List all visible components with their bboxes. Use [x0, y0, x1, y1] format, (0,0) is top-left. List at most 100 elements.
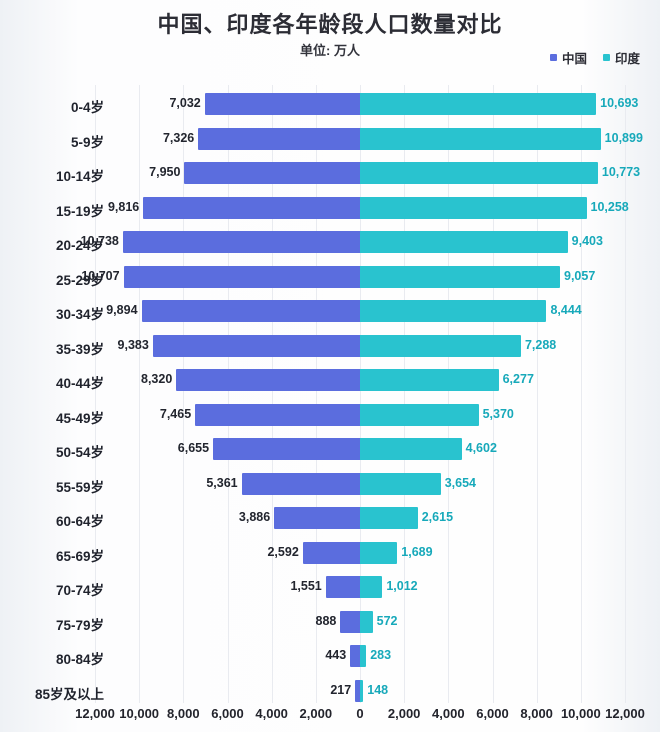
- china-value-label: 7,326: [162, 130, 195, 145]
- gridline: [271, 85, 273, 703]
- india-bar: [360, 438, 462, 460]
- india-value-label: 1,689: [401, 544, 433, 559]
- india-bar: [360, 507, 418, 529]
- age-group-label: 55-59岁: [55, 479, 104, 495]
- gridline: [580, 85, 582, 703]
- age-group-label: 85岁及以上: [34, 686, 104, 702]
- gridline: [448, 85, 450, 703]
- india-bar: [360, 162, 598, 184]
- india-value-label: 8,444: [550, 303, 582, 317]
- china-value-label: 2,592: [267, 544, 299, 559]
- china-bar: [274, 507, 360, 529]
- x-axis-tick-label: 12,000: [75, 706, 115, 721]
- china-bar: [184, 162, 360, 184]
- china-value-label: 9,894: [106, 303, 138, 317]
- x-axis-tick-label: 6,000: [476, 706, 509, 721]
- gridline: [404, 85, 406, 703]
- x-axis-tick-label: 10,000: [119, 706, 160, 721]
- china-bar: [141, 300, 360, 322]
- china-value-label: 7,950: [149, 165, 181, 179]
- age-group-label: 50-54岁: [55, 445, 104, 460]
- gridline: [492, 85, 494, 703]
- india-swatch-icon: [602, 54, 610, 61]
- india-bar: [360, 610, 373, 633]
- age-group-label: 20-24岁: [55, 238, 104, 253]
- china-value-label: 443: [325, 648, 347, 662]
- india-bar: [360, 334, 521, 357]
- india-value-label: 148: [367, 682, 389, 697]
- x-axis-tick-label: 4,000: [432, 706, 465, 721]
- gridline: [536, 85, 538, 703]
- age-group-label: 35-39岁: [55, 341, 104, 357]
- india-value-label: 1,012: [386, 579, 418, 593]
- china-value-label: 7,032: [169, 96, 201, 110]
- gridline: [315, 85, 317, 703]
- chart-subtitle: 单位: 万人: [300, 43, 360, 58]
- china-bar: [176, 369, 360, 391]
- x-axis-tick-label: 0: [356, 706, 364, 721]
- age-group-label: 60-64岁: [55, 514, 104, 529]
- china-swatch-icon: [549, 54, 557, 61]
- gridline: [139, 85, 141, 703]
- india-value-label: 9,057: [564, 268, 596, 283]
- china-value-label: 1,551: [290, 579, 322, 593]
- age-group-label: 10-14岁: [55, 169, 104, 184]
- china-value-label: 6,655: [177, 441, 210, 455]
- x-axis-tick-label: 8,000: [167, 706, 200, 721]
- china-value-label: 10,738: [80, 234, 119, 248]
- india-bar: [360, 679, 364, 702]
- china-bar: [195, 403, 360, 426]
- china-bar: [198, 127, 360, 150]
- china-value-label: 9,816: [107, 199, 140, 214]
- chart-title: 中国、印度各年龄段人口数量对比: [157, 12, 503, 37]
- india-value-label: 3,654: [444, 475, 476, 490]
- age-group-label: 40-44岁: [55, 376, 104, 391]
- china-value-label: 5,361: [206, 475, 238, 490]
- india-bar: [360, 231, 568, 253]
- india-bar: [360, 300, 547, 322]
- x-axis-tick-label: 2,000: [299, 706, 333, 721]
- india-bar: [360, 196, 587, 219]
- age-group-label: 25-29岁: [55, 272, 104, 288]
- x-axis-tick-label: 6,000: [211, 706, 244, 721]
- india-value-label: 9,403: [571, 234, 603, 248]
- gridline: [183, 85, 185, 703]
- china-bar: [152, 334, 360, 357]
- china-value-label: 8,320: [141, 372, 173, 386]
- india-bar: [360, 576, 383, 598]
- china-bar: [123, 265, 360, 288]
- india-value-label: 5,370: [482, 406, 514, 421]
- legend: 中国 印度: [549, 48, 640, 67]
- china-bar: [241, 472, 360, 495]
- india-value-label: 4,602: [465, 441, 497, 455]
- x-axis-tick-label: 10,000: [560, 706, 601, 721]
- china-value-label: 9,383: [117, 337, 149, 352]
- china-bar: [204, 93, 360, 115]
- india-value-label: 283: [370, 648, 392, 662]
- china-bar: [340, 610, 360, 633]
- age-group-label: 80-84岁: [55, 652, 104, 667]
- age-group-label: 75-79岁: [55, 617, 104, 633]
- china-bar: [143, 196, 360, 219]
- x-axis-tick-label: 12,000: [605, 706, 645, 721]
- china-bar: [213, 438, 360, 460]
- india-value-label: 6,277: [502, 372, 534, 386]
- gridline: [625, 85, 626, 703]
- india-bar: [360, 645, 367, 667]
- india-bar: [360, 541, 398, 564]
- age-group-label: 45-49岁: [55, 410, 104, 426]
- china-value-label: 3,886: [238, 510, 271, 524]
- india-bar: [360, 403, 479, 426]
- china-bar: [122, 231, 360, 253]
- india-value-label: 10,258: [590, 199, 629, 214]
- china-value-label: 888: [315, 613, 337, 628]
- india-value-label: 10,773: [601, 165, 641, 179]
- india-bar: [360, 265, 560, 288]
- gridline: [227, 85, 229, 703]
- age-group-label: 15-19岁: [55, 203, 104, 219]
- china-bar: [350, 645, 360, 667]
- legend-india-label: 印度: [614, 52, 640, 66]
- legend-china-label: 中国: [561, 52, 587, 66]
- china-value-label: 217: [330, 682, 352, 697]
